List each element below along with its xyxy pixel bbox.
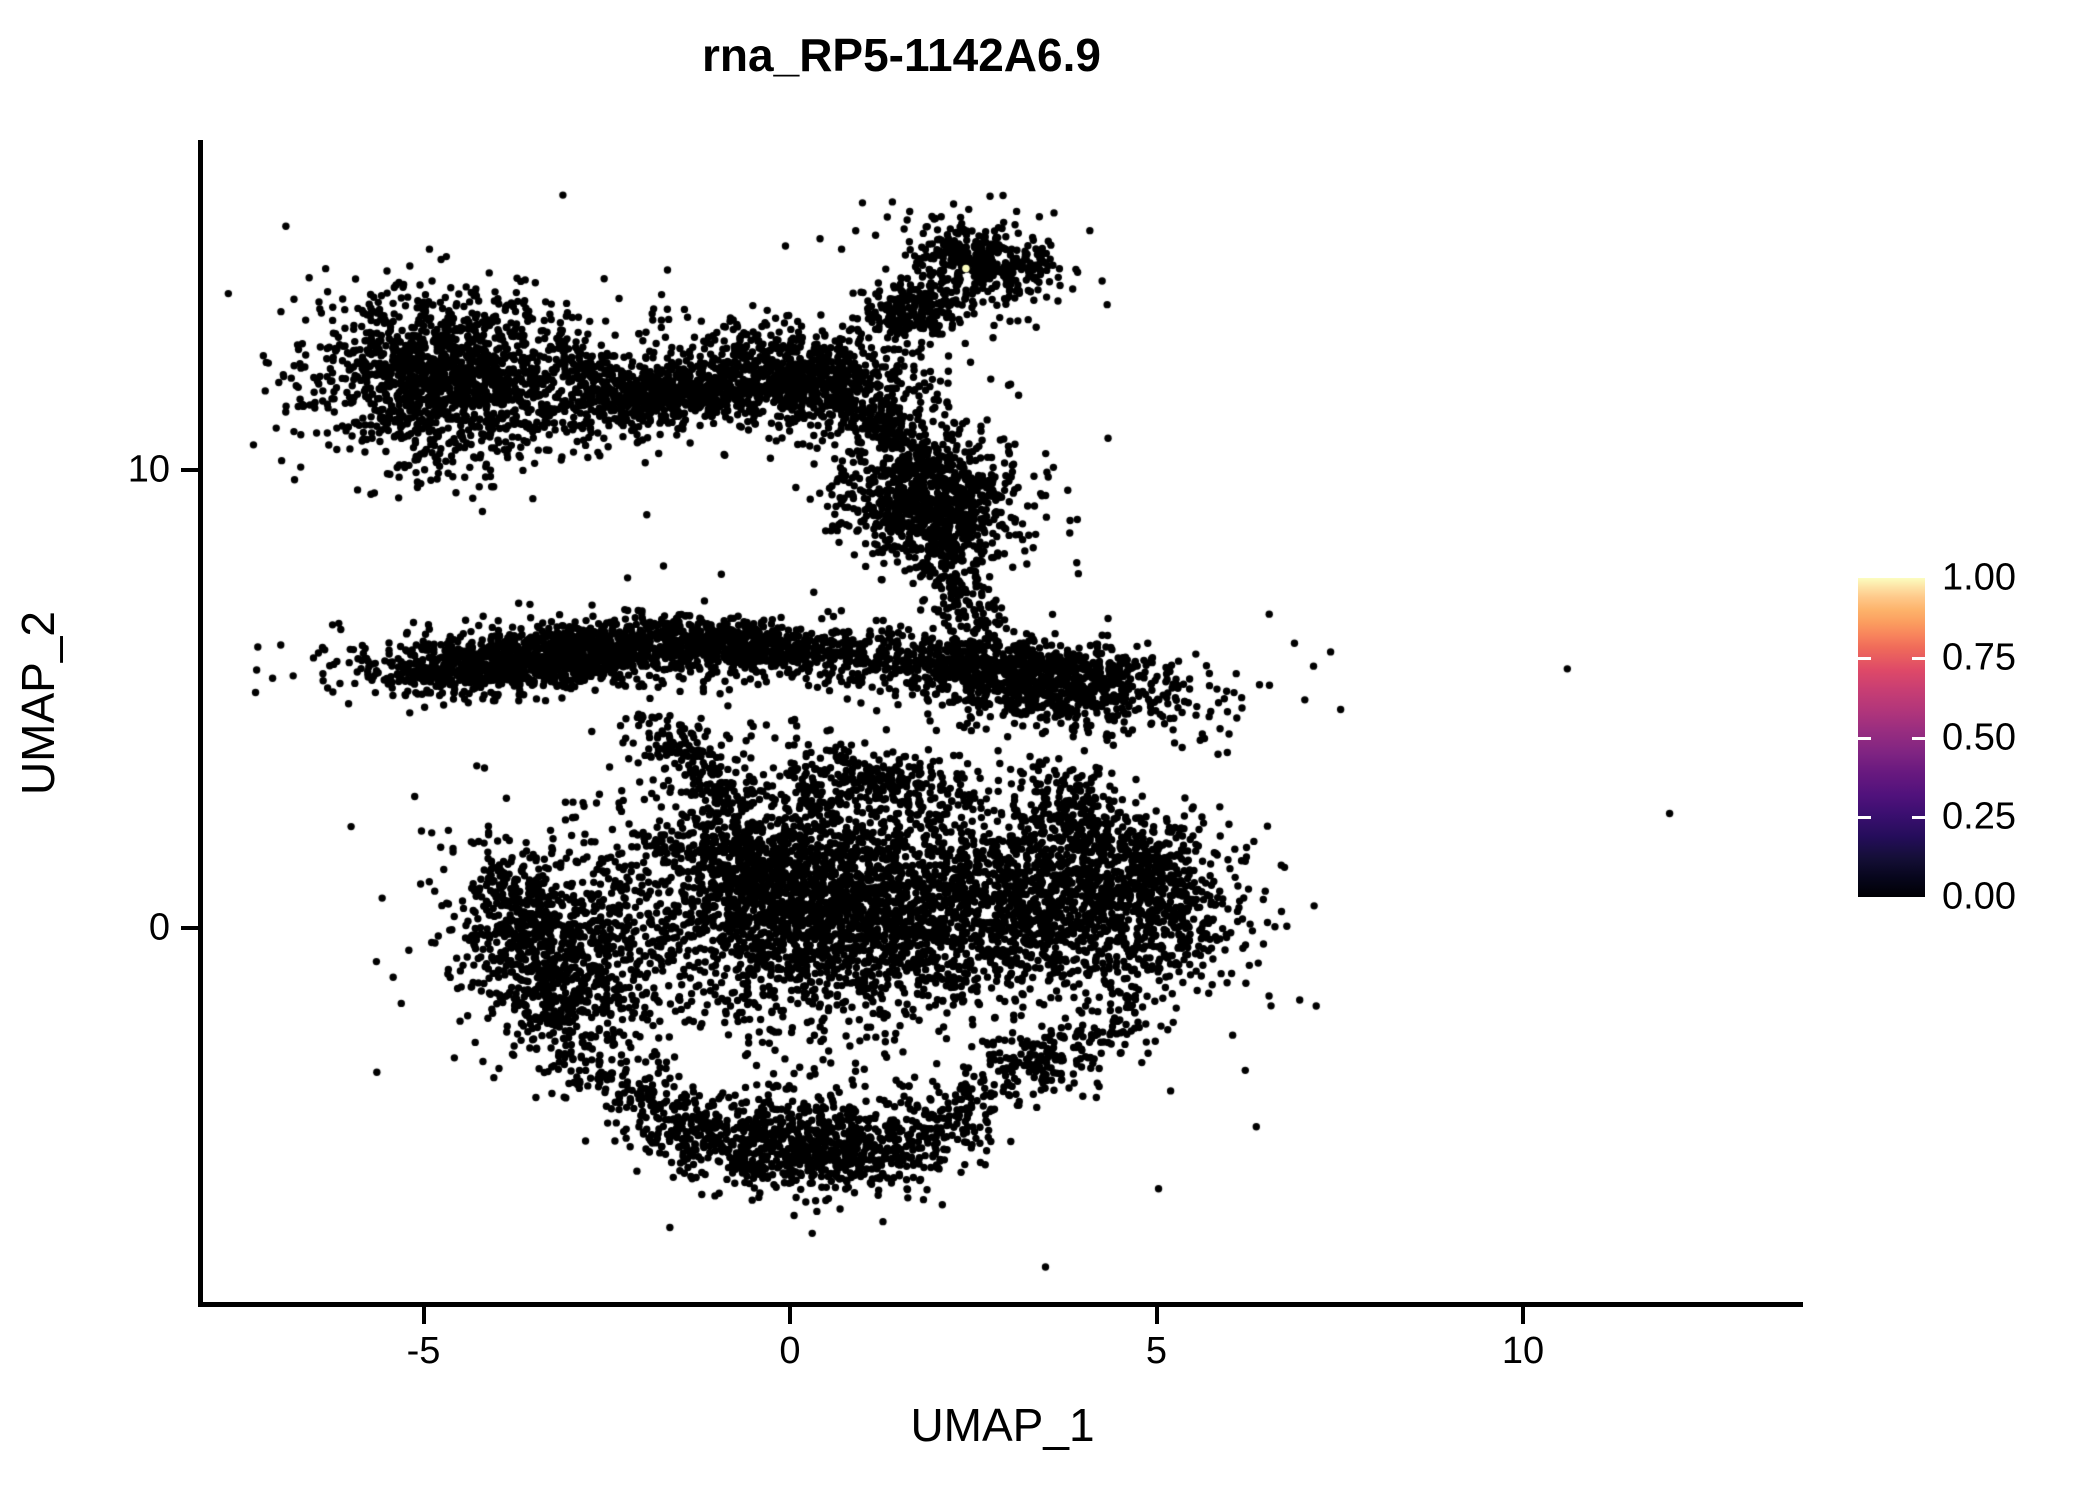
colorbar-gradient (1858, 578, 1925, 897)
x-axis-label: UMAP_1 (910, 1399, 1095, 1451)
scatter-points-layer[interactable] (202, 140, 1803, 1305)
y-tick-label-0: 0 (148, 906, 170, 949)
colorbar-label-3: 0.25 (1942, 795, 2016, 838)
y-tick-mark-0 (181, 926, 198, 930)
x-tick-label-3: 10 (1501, 1330, 1545, 1372)
x-tick-mark-2 (1154, 1307, 1159, 1324)
scatter-plot-panel[interactable] (202, 140, 1803, 1305)
x-tick-mark-3 (1521, 1307, 1525, 1324)
x-tick-mark-1 (788, 1307, 792, 1324)
y-tick-label-1: 10 (127, 448, 170, 491)
x-tick-label-0: -5 (406, 1330, 441, 1372)
x-axis-line (198, 1302, 1803, 1307)
y-axis-label: UMAP_2 (12, 610, 64, 796)
colorbar-label-0: 1.00 (1942, 556, 2016, 599)
y-axis-line (198, 140, 203, 1307)
x-tick-label-2: 5 (1145, 1330, 1168, 1372)
colorbar-legend[interactable]: 1.00 0.75 0.50 0.25 0.00 (1858, 557, 2088, 918)
y-tick-mark-1 (181, 468, 198, 472)
colorbar-label-1: 0.75 (1942, 636, 2016, 679)
colorbar-label-4: 0.00 (1942, 875, 2016, 918)
x-tick-mark-0 (421, 1307, 426, 1324)
page-title: rna_RP5-1142A6.9 (702, 29, 1101, 81)
colorbar-label-2: 0.50 (1942, 716, 2016, 758)
x-tick-label-1: 0 (779, 1330, 801, 1372)
